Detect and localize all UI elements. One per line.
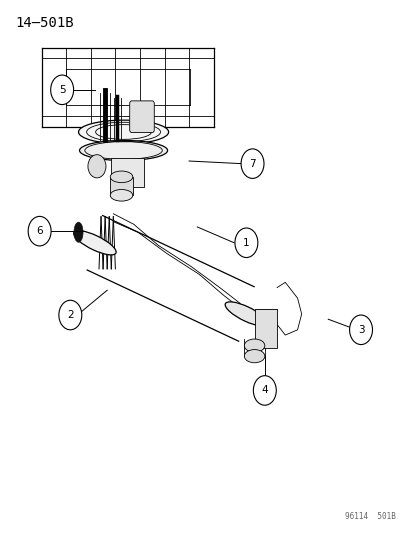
Ellipse shape [80,140,168,160]
Circle shape [254,376,276,405]
Circle shape [28,216,51,246]
Ellipse shape [244,339,265,352]
Bar [111,158,144,188]
Text: 1: 1 [243,238,250,248]
Text: 7: 7 [249,159,256,168]
Circle shape [51,75,73,104]
Ellipse shape [225,302,268,326]
Circle shape [88,155,106,178]
Ellipse shape [73,231,116,255]
Text: 5: 5 [59,85,66,95]
Circle shape [59,300,82,330]
Text: 6: 6 [37,226,43,236]
Text: 3: 3 [358,325,364,335]
Circle shape [235,228,258,257]
Bar [254,309,277,348]
Ellipse shape [244,350,265,363]
Circle shape [241,149,264,179]
Ellipse shape [110,190,133,201]
Text: 96114  501B: 96114 501B [345,512,396,521]
Text: 4: 4 [261,385,268,395]
Bar [110,177,133,195]
FancyBboxPatch shape [130,101,154,133]
Ellipse shape [110,171,133,183]
Text: 2: 2 [67,310,73,320]
Circle shape [349,315,373,344]
Ellipse shape [78,120,168,144]
Text: 14–501B: 14–501B [15,16,74,30]
Ellipse shape [74,222,83,242]
